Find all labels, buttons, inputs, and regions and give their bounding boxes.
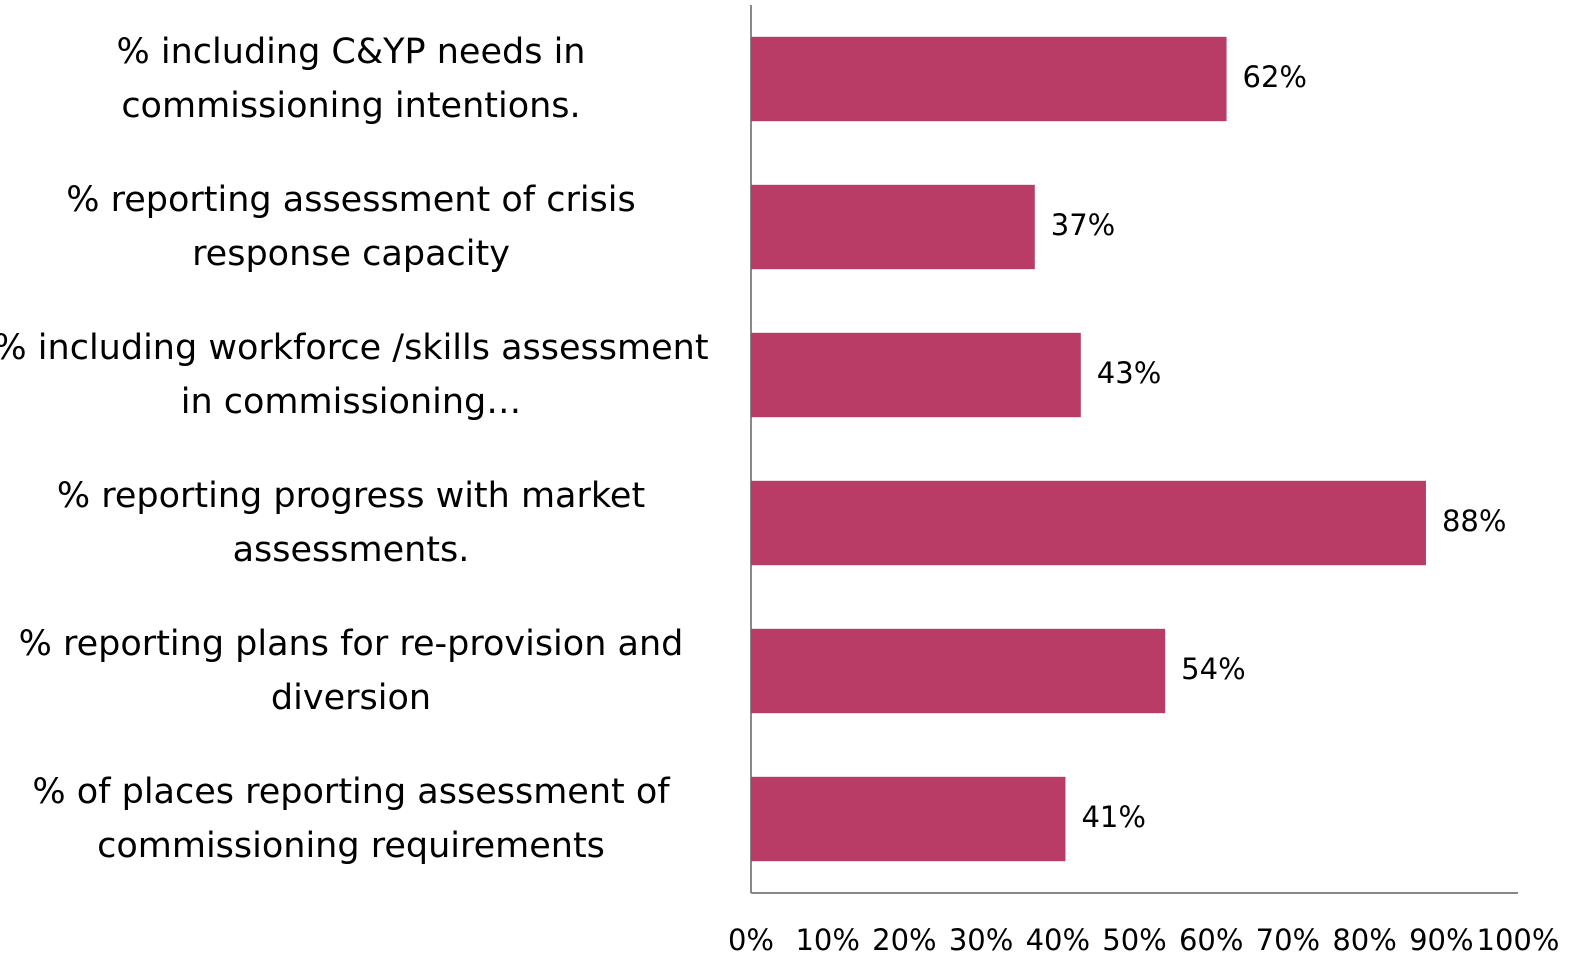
bar: [751, 480, 1426, 566]
x-tick-label: 20%: [872, 923, 936, 957]
x-tick-label: 30%: [949, 923, 1013, 957]
x-tick-label: 80%: [1332, 923, 1396, 957]
category-label: % reporting progress with market assessm…: [56, 476, 646, 570]
bar: [751, 332, 1081, 418]
x-tick-label: 60%: [1179, 923, 1243, 957]
x-tick-label: 50%: [1102, 923, 1166, 957]
data-label: 62%: [1243, 60, 1307, 94]
data-label: 88%: [1442, 504, 1506, 538]
x-tick-label: 70%: [1256, 923, 1320, 957]
x-tick-label: 40%: [1026, 923, 1090, 957]
category-label: % reporting assessment of crisis respons…: [66, 180, 636, 274]
x-tick-label: 100%: [1477, 923, 1560, 957]
category-label: % of places reporting assessment of comm…: [32, 772, 670, 866]
data-label: 37%: [1051, 208, 1115, 242]
bar: [751, 184, 1035, 270]
data-label: 43%: [1097, 356, 1161, 390]
data-label: 41%: [1081, 800, 1145, 834]
bar: [751, 776, 1066, 862]
x-tick-label: 90%: [1409, 923, 1473, 957]
x-tick-label: 10%: [795, 923, 859, 957]
category-label: % including C&YP needs in commissioning …: [116, 32, 586, 126]
x-tick-label: 0%: [728, 923, 774, 957]
data-label: 54%: [1181, 652, 1245, 686]
category-label: % including workforce /skills assessment…: [0, 328, 709, 422]
bar: [751, 628, 1166, 714]
category-label: % reporting plans for re-provision and d…: [18, 624, 684, 718]
bar: [751, 36, 1227, 122]
